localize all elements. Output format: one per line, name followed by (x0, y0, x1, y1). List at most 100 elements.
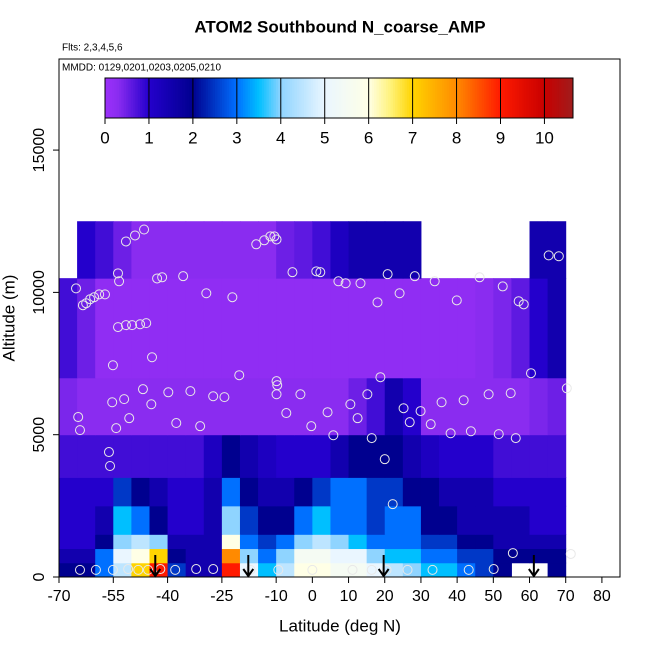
x-tick-label: 80 (593, 588, 611, 605)
colorbar-slice (392, 78, 396, 118)
heat-cell (366, 377, 386, 436)
heat-cell (493, 477, 512, 507)
heat-cell (167, 434, 187, 478)
heat-cell (330, 221, 350, 279)
heat-cell (420, 534, 440, 550)
sample-point (518, 299, 529, 310)
sample-point (429, 276, 440, 287)
heat-cell (258, 477, 277, 507)
colorbar-slice (371, 78, 375, 118)
heat-cell (420, 505, 440, 535)
heat-cell (384, 278, 404, 379)
colorbar-slice (437, 78, 441, 118)
sample-point (103, 447, 114, 458)
sample-point (525, 368, 536, 379)
heat-cell (149, 278, 169, 379)
heat-cell (348, 562, 368, 578)
colorbar-slice (240, 78, 244, 118)
colorbar-slice (519, 78, 522, 118)
sample-point (99, 289, 110, 300)
colorbar-slice (446, 78, 450, 118)
colorbar-slice (491, 78, 494, 118)
colorbar-tick-label: 3 (232, 128, 241, 147)
colorbar-slice (470, 78, 473, 118)
heat-cell (258, 221, 277, 279)
colorbar-slice (116, 78, 120, 118)
colorbar-slice (236, 78, 239, 118)
heat-cell (59, 278, 78, 379)
sample-point (271, 234, 282, 245)
x-tick-label: 50 (484, 588, 502, 605)
colorbar-slice (271, 78, 274, 118)
sample-point (191, 564, 202, 575)
sample-point (507, 548, 518, 559)
heat-cell (348, 278, 368, 379)
sample-point (185, 386, 196, 397)
colorbar-slice (360, 78, 363, 118)
heat-cell (149, 477, 169, 507)
x-tick-label: 0 (308, 588, 317, 605)
heat-cell (149, 548, 169, 564)
heat-cell (312, 548, 331, 564)
heat-cell (547, 221, 567, 279)
heat-cell (312, 221, 331, 279)
sample-point (73, 412, 84, 423)
colorbar-slice (189, 78, 192, 118)
colorbar-slice (243, 78, 246, 118)
heat-cell (185, 221, 205, 279)
sample-point (146, 399, 157, 410)
sample-point (269, 231, 280, 242)
heat-cell (239, 477, 259, 507)
sample-point (114, 276, 125, 287)
colorbar-slice (441, 78, 445, 118)
y-tick-label: 10000 (31, 270, 48, 315)
heat-cell (294, 505, 313, 535)
colorbar-slice (193, 78, 197, 118)
x-tick-label: 70 (557, 588, 575, 605)
heat-cell (203, 221, 223, 279)
heat-cell (439, 505, 458, 535)
colorbar-slice (364, 78, 368, 118)
heat-cell (113, 377, 132, 436)
colorbar-slice (500, 78, 504, 118)
colorbar-slice (505, 78, 508, 118)
sample-point (451, 295, 462, 306)
colorbar-slice (549, 78, 553, 118)
colorbar-slice (395, 78, 398, 118)
sample-point (111, 423, 122, 434)
heat-cell (475, 377, 494, 436)
heat-cell (511, 377, 531, 436)
sample-point (201, 288, 212, 299)
heat-cell (384, 505, 404, 535)
sample-point (120, 236, 131, 247)
heat-cell (529, 377, 549, 436)
colorbar-slice (448, 78, 452, 118)
heat-cell (294, 534, 313, 550)
sample-point (208, 564, 219, 575)
sample-point (375, 372, 386, 383)
colorbar-slice (460, 78, 464, 118)
colorbar-slice (175, 78, 178, 118)
sample-point (135, 319, 146, 330)
colorbar-tick-label: 6 (364, 128, 373, 147)
colorbar-slice (516, 78, 520, 118)
colorbar-slice (474, 78, 478, 118)
heat-cell (77, 377, 96, 436)
heat-cell (475, 505, 494, 535)
colorbar-slice (334, 78, 338, 118)
colorbar-slice (420, 78, 424, 118)
heat-cell (77, 534, 96, 550)
heat-cell (203, 505, 223, 535)
heat-cell (366, 534, 386, 550)
colorbar-slice (432, 78, 436, 118)
sample-point (112, 268, 123, 279)
sample-point (505, 388, 516, 399)
sample-point (265, 231, 276, 242)
sample-point (234, 370, 245, 381)
heat-cell (457, 548, 476, 564)
colorbar-tick-label: 4 (276, 128, 285, 147)
heat-cell (258, 534, 277, 550)
heat-cell (131, 377, 150, 436)
heat-cell (366, 221, 386, 279)
sample-point (553, 251, 564, 262)
